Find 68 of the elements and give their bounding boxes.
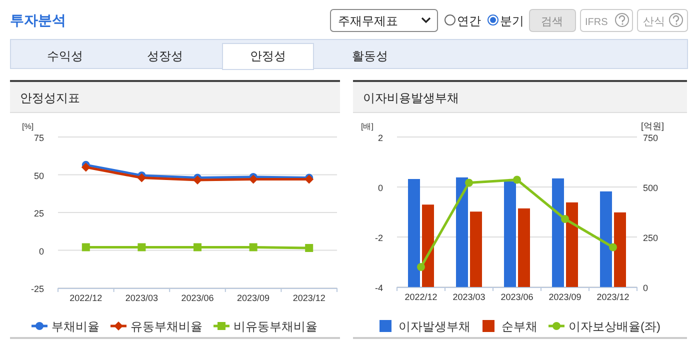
- point: [194, 243, 202, 252]
- point: [305, 244, 314, 252]
- point: [609, 243, 617, 252]
- text: 수익성: [47, 49, 83, 63]
- point: [137, 173, 146, 182]
- y-tick-label: -4: [374, 283, 383, 293]
- text: 산식: [643, 16, 665, 28]
- x-tick-label: 2023/03: [452, 292, 486, 302]
- legend-label: 순부채: [502, 320, 538, 334]
- y-tick-label: 2: [378, 133, 383, 143]
- y-tick-label: 50: [34, 170, 44, 181]
- bar: [552, 178, 564, 287]
- point: [193, 176, 202, 185]
- x-tick-label: 2022/12: [70, 293, 102, 303]
- legend-label: 이자발생부채: [398, 320, 470, 334]
- point: [138, 243, 146, 252]
- bar: [470, 212, 482, 287]
- point: [82, 243, 90, 252]
- x-tick-label: 2023/12: [292, 293, 326, 303]
- x-tick-label: 2023/03: [125, 293, 158, 303]
- text: 활동성: [352, 49, 388, 63]
- bar: [504, 181, 516, 287]
- x-tick-label: 2023/06: [500, 292, 534, 302]
- x-tick-label: 2023/09: [237, 293, 270, 303]
- y-axis-title: [%]: [22, 122, 34, 131]
- x-tick-label: 2023/12: [596, 292, 630, 302]
- legend-label: 비유동부채비율: [234, 320, 318, 334]
- bar: [614, 212, 626, 287]
- y-tick-label: 0: [378, 183, 383, 193]
- point: [417, 263, 425, 271]
- text: 분기: [500, 14, 524, 28]
- x-tick-label: 2022/12: [404, 292, 438, 302]
- y-tick-label: -25: [30, 284, 44, 294]
- y2-tick-label: 500: [643, 183, 658, 193]
- y-tick-label: 0: [38, 246, 44, 256]
- y-axis-title: [배]: [361, 122, 374, 131]
- text: 주재무제표: [338, 14, 398, 28]
- legend-label: 유동부채비율: [130, 320, 202, 334]
- y-tick-label: 75: [34, 133, 44, 143]
- y2-tick-label: 0: [643, 283, 648, 293]
- chart-title: 이자비용발생부채: [363, 91, 459, 105]
- y2-tick-label: 250: [643, 233, 658, 243]
- text: IFRS: [585, 17, 608, 28]
- point: [513, 176, 521, 184]
- y-tick-label: 25: [34, 208, 44, 218]
- bar: [600, 191, 612, 287]
- point: [249, 243, 258, 252]
- text: 검색: [541, 16, 563, 28]
- y2-tick-label: 750: [643, 133, 658, 143]
- bar: [408, 179, 420, 287]
- y-tick-label: -2: [374, 233, 383, 243]
- legend-label: 부채비율: [52, 320, 100, 334]
- point: [561, 215, 569, 223]
- text: 연간: [457, 14, 481, 28]
- bar: [518, 208, 530, 287]
- text: 성장성: [147, 49, 183, 63]
- point: [465, 178, 473, 187]
- legend-label: 이자보상배율(좌): [568, 320, 660, 334]
- point: [81, 162, 90, 172]
- text: 안정성: [250, 49, 286, 63]
- y2-axis-title: [억원]: [641, 121, 664, 131]
- bar: [422, 204, 434, 287]
- chart-title: 안정성지표: [20, 91, 80, 105]
- bar: [566, 202, 578, 287]
- x-tick-label: 2023/06: [181, 293, 214, 303]
- bar: [456, 177, 468, 287]
- text: 투자분석: [10, 12, 66, 28]
- x-tick-label: 2023/09: [548, 292, 582, 302]
